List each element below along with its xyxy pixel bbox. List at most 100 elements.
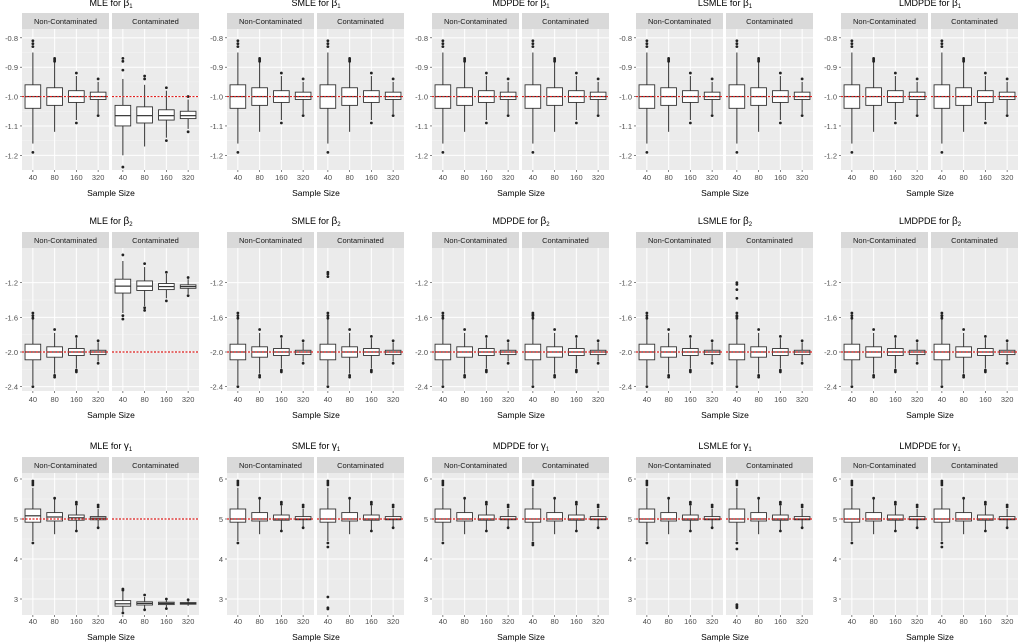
y-tick-label: -2.4 — [415, 383, 428, 392]
boxplot — [114, 253, 132, 321]
outlier-point — [326, 316, 330, 320]
facet-strip — [522, 232, 609, 248]
parameter-symbol: β — [952, 0, 958, 9]
x-tick-label: 80 — [959, 173, 967, 182]
outlier-point — [164, 299, 168, 303]
box-iqr — [478, 514, 495, 521]
facet-strip — [227, 232, 314, 248]
x-tick-label: 40 — [643, 617, 651, 626]
plot-panel: MLE for γ1 6 5 4 3 Non-Contaminated 40 80 160 320… — [14, 441, 199, 642]
outlier-point — [164, 139, 168, 143]
x-tick-label: 320 — [92, 173, 105, 182]
x-tick-label: 160 — [889, 173, 902, 182]
x-tick-label: 320 — [297, 617, 310, 626]
y-tick-label: -2.4 — [824, 383, 837, 392]
box-iqr — [319, 508, 337, 523]
plot-panel: LMDPDE for β2 -1.2 -1.6 -2.0 -2.4 Non-Contami… — [824, 216, 1018, 420]
outlier-point — [301, 526, 305, 530]
outlier-point — [31, 479, 35, 483]
outlier-point — [710, 503, 714, 507]
parameter-symbol: β — [540, 0, 546, 9]
x-tick-label: 320 — [182, 395, 195, 404]
outlier-point — [326, 483, 330, 487]
outlier-point — [962, 375, 966, 379]
facet-strip — [931, 232, 1018, 248]
y-tick-label: 4 — [219, 555, 223, 564]
facet-strip — [317, 232, 404, 248]
facet-strip-label: Contaminated — [132, 236, 179, 245]
outlier-point — [778, 121, 782, 125]
plot-panel: SMLE for β1 -0.8 -0.9 -1.0 -1.1 -1.2 Non-Conta… — [210, 0, 404, 198]
x-tick-label: 40 — [439, 173, 447, 182]
outlier-point — [940, 316, 944, 320]
outlier-point — [531, 483, 535, 487]
x-tick-label: 320 — [1001, 395, 1014, 404]
outlier-point — [531, 313, 535, 317]
plot-panel: LMDPDE for γ1 6 5 4 3 Non-Contaminated 40 80 160… — [833, 441, 1018, 642]
outlier-point — [326, 541, 330, 545]
box-iqr — [273, 514, 290, 521]
panel-title: MDPDE for β2 — [492, 216, 550, 228]
outlier-point — [121, 68, 125, 72]
x-tick-label: 160 — [275, 173, 288, 182]
facet-background — [112, 29, 199, 170]
parameter-symbol: γ — [743, 441, 748, 452]
x-tick-label: 160 — [480, 617, 493, 626]
outlier-point — [391, 503, 395, 507]
facet-strip — [22, 232, 109, 248]
outlier-point — [983, 121, 987, 125]
outlier-point — [850, 316, 854, 320]
outlier-point — [258, 375, 262, 379]
box-iqr — [998, 516, 1016, 521]
outlier-point — [506, 503, 510, 507]
outlier-point — [121, 587, 125, 591]
outlier-point — [441, 541, 445, 545]
x-tick-label: 320 — [706, 173, 719, 182]
x-axis-label: Sample Size — [87, 410, 135, 420]
x-tick-label: 320 — [796, 617, 809, 626]
outlier-point — [850, 42, 854, 46]
outlier-point — [983, 335, 987, 338]
outlier-point — [326, 272, 330, 276]
outlier-point — [940, 311, 944, 315]
facet-strip-label: Non-Contaminated — [444, 461, 507, 470]
boxplot — [136, 593, 153, 612]
facet-background — [112, 248, 199, 391]
outlier-point — [893, 500, 897, 504]
x-tick-label: 160 — [684, 173, 697, 182]
x-tick-label: 320 — [297, 173, 310, 182]
outlier-point — [74, 335, 78, 338]
panel-title: MDPDE for γ1 — [493, 441, 550, 453]
x-tick-label: 40 — [848, 173, 856, 182]
facet-background — [726, 248, 813, 391]
panel-title: SMLE for β2 — [291, 216, 341, 228]
outlier-point — [893, 71, 897, 75]
y-tick-label: -0.9 — [5, 63, 18, 72]
outlier-point — [915, 339, 919, 343]
outlier-point — [53, 375, 57, 379]
x-axis-label: Sample Size — [497, 188, 545, 198]
y-tick-label: -1.6 — [415, 313, 428, 322]
outlier-point — [596, 114, 600, 118]
x-tick-label: 160 — [160, 395, 173, 404]
facet-strip-label: Non-Contaminated — [34, 461, 97, 470]
panel-title: LSMLE for γ1 — [698, 441, 752, 453]
x-tick-label: 40 — [733, 173, 741, 182]
facet-strip — [726, 13, 813, 29]
y-tick-label: -1.2 — [824, 279, 837, 288]
x-tick-label: 160 — [70, 395, 83, 404]
outlier-point — [735, 541, 739, 545]
x-tick-label: 80 — [345, 617, 353, 626]
x-tick-label: 160 — [979, 617, 992, 626]
outlier-point — [940, 39, 944, 43]
y-tick-label: -1.1 — [824, 122, 837, 131]
facet-strip-label: Non-Contaminated — [239, 17, 302, 26]
x-tick-label: 80 — [664, 617, 672, 626]
x-axis-label: Sample Size — [497, 410, 545, 420]
facet-strip — [112, 457, 199, 473]
outlier-point — [348, 496, 352, 500]
outlier-point — [31, 39, 35, 43]
facet-strip-label: Non-Contaminated — [239, 236, 302, 245]
box-iqr — [589, 91, 607, 100]
box-iqr — [229, 508, 247, 523]
